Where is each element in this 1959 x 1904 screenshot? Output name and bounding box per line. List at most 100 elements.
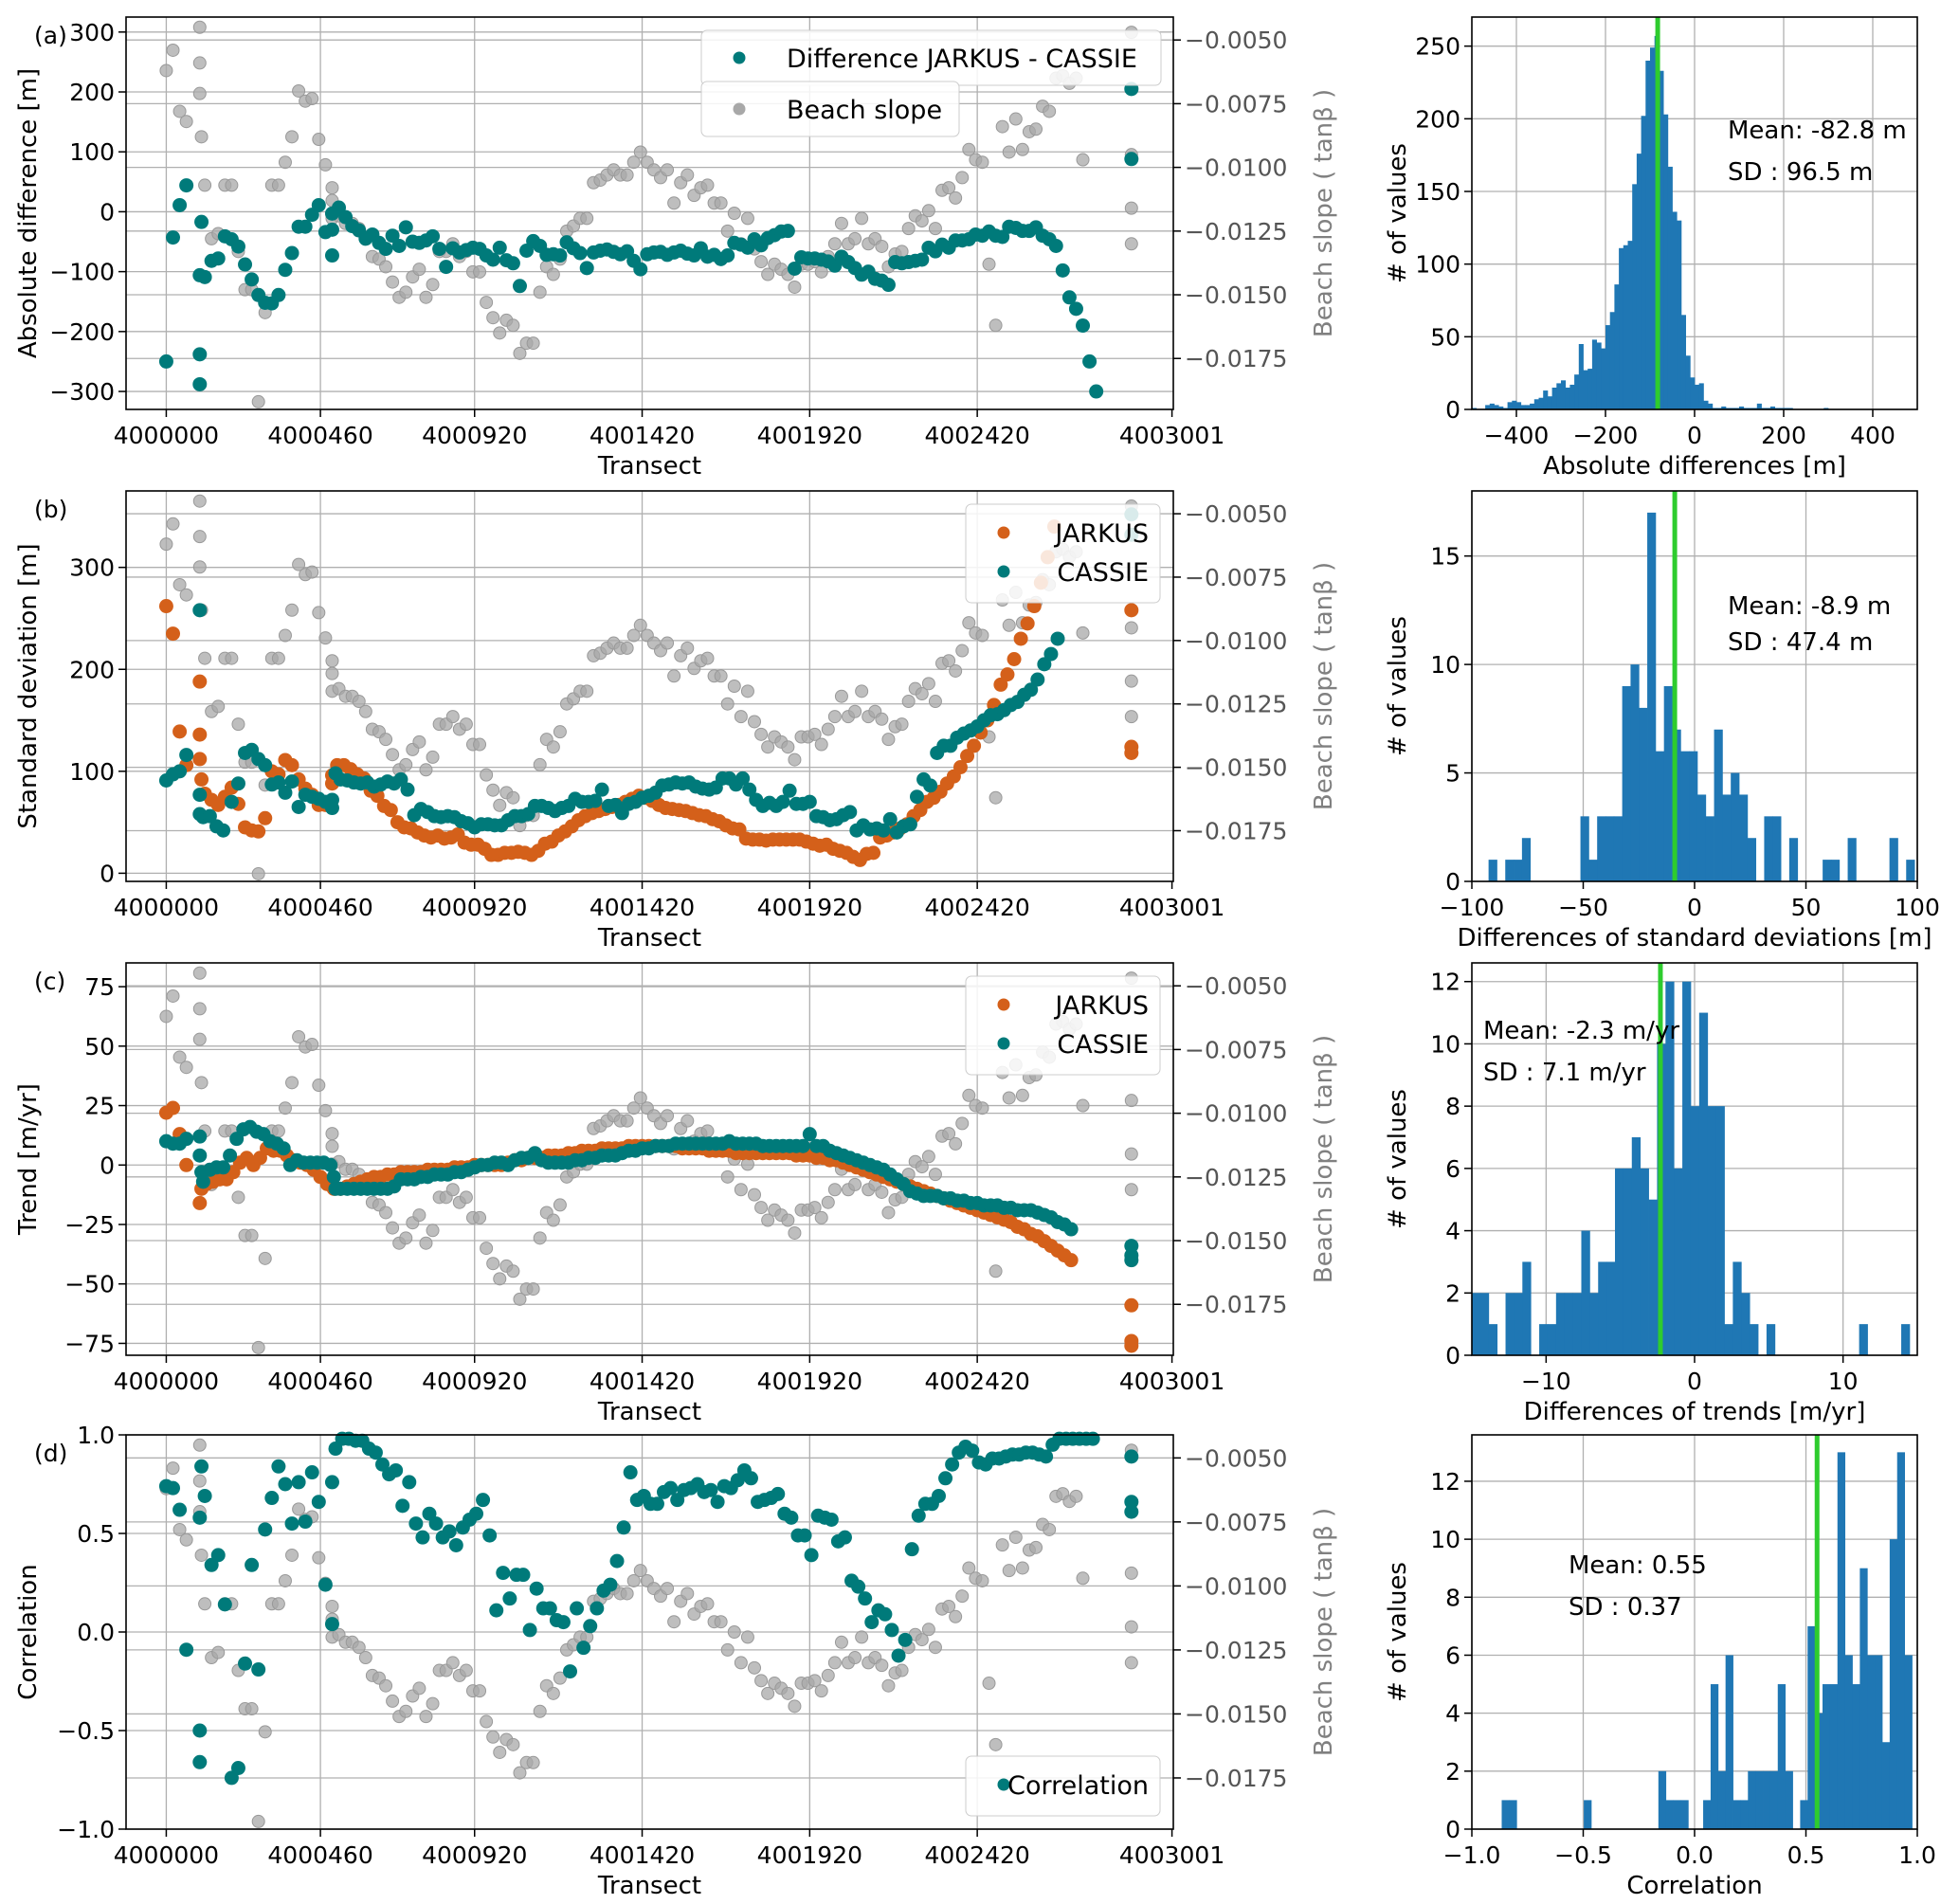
data-point [909, 789, 924, 805]
data-point [395, 1498, 410, 1514]
y-tick-label: −50 [64, 1271, 115, 1298]
histogram-bar [1755, 1770, 1764, 1829]
beach-slope-point [942, 654, 956, 668]
beach-slope-point [667, 1615, 681, 1629]
x-tick-label: 4000920 [422, 422, 527, 449]
beach-slope-point [179, 588, 193, 602]
histogram-panel-hist_c: −10 0 10 0 2 4 6 8 10 12 Differences of trends [m/… [1384, 962, 1918, 1426]
beach-slope-point [159, 63, 173, 78]
beach-slope-point [720, 1642, 735, 1657]
beach-slope-point [251, 394, 265, 408]
y-tick-label: 100 [1415, 251, 1460, 279]
beach-slope-point [473, 1210, 487, 1224]
data-point [304, 1465, 319, 1480]
histogram-bar [1561, 380, 1567, 409]
x-tick-label: 1.0 [1898, 1841, 1936, 1869]
y-tick-label: 0 [100, 1151, 115, 1179]
histogram-bar [1673, 1800, 1681, 1829]
beach-slope-point [1124, 1094, 1138, 1108]
data-point [216, 1160, 231, 1175]
beach-slope-point [754, 727, 769, 741]
beach-slope-point [386, 275, 400, 289]
beach-slope-point [714, 669, 728, 683]
y-tick-label: 5 [1445, 760, 1460, 788]
beach-slope-point [211, 1645, 226, 1659]
x-tick-label: 4001920 [757, 422, 862, 449]
y-tick-label: 100 [69, 138, 115, 166]
y-tick-label: 0.0 [77, 1619, 115, 1646]
data-point [522, 1623, 537, 1638]
beach-slope-point [1015, 1088, 1029, 1102]
histogram-bar [1689, 751, 1698, 881]
beach-slope-point [700, 1597, 715, 1611]
beach-slope-point [473, 264, 487, 279]
beach-slope-point [480, 1714, 494, 1729]
beach-slope-point [271, 651, 285, 665]
beach-slope-point [166, 1461, 180, 1476]
data-point [230, 1761, 245, 1776]
histogram-bar [1707, 1106, 1717, 1355]
panel-label: (b) [34, 496, 67, 523]
beach-slope-point [1002, 1564, 1016, 1578]
data-point [1039, 1449, 1054, 1464]
beach-slope-point [486, 1730, 500, 1744]
beach-slope-point [848, 704, 862, 718]
data-point [258, 1522, 273, 1537]
beach-slope-point [915, 1160, 929, 1174]
beach-slope-point [814, 1684, 828, 1698]
histogram-bar [1823, 860, 1832, 881]
data-point [284, 774, 299, 789]
data-point [324, 248, 339, 263]
mean-annotation: Mean: 0.55 [1569, 1551, 1707, 1580]
beach-slope-point [680, 641, 695, 655]
beach-slope-point [325, 181, 339, 195]
beach-slope-point [245, 1702, 259, 1716]
beach-slope-point [1124, 1620, 1138, 1634]
histogram-bar [1714, 729, 1723, 881]
legend-box [700, 81, 960, 137]
beach-slope-point [493, 1272, 507, 1286]
beach-slope-point [553, 725, 567, 739]
data-point [197, 269, 212, 284]
data-point [492, 240, 507, 255]
beach-slope-point [975, 628, 989, 643]
y2-tick-label: −0.0100 [1185, 1572, 1287, 1600]
y-tick-label: 200 [69, 656, 115, 683]
x-axis-label: Transect [597, 1872, 701, 1900]
legend-marker [997, 1037, 1010, 1050]
beach-slope-point [172, 1050, 187, 1064]
beach-slope-point [928, 695, 942, 709]
beach-slope-point [159, 537, 173, 552]
beach-slope-point [982, 1677, 996, 1691]
beach-slope-point [633, 145, 647, 159]
legend-box [965, 975, 1161, 1076]
data-point [787, 261, 802, 276]
data-point [192, 752, 208, 767]
beach-slope-point [807, 727, 822, 741]
data-point [775, 794, 790, 809]
data-point [1020, 616, 1035, 631]
beach-slope-point [379, 260, 393, 274]
x-tick-label: 4000000 [114, 1368, 219, 1395]
data-point [1037, 657, 1052, 672]
y2-tick-label: −0.0075 [1185, 1036, 1287, 1063]
beach-slope-point [761, 1213, 775, 1227]
data-point [258, 810, 273, 825]
beach-slope-point [989, 1264, 1003, 1278]
x-tick-label: −10 [1521, 1368, 1571, 1395]
beach-slope-point [192, 1474, 207, 1488]
data-point [323, 1157, 338, 1172]
beach-slope-point [761, 740, 775, 754]
data-point [426, 228, 441, 244]
data-point [1076, 318, 1091, 334]
histogram-bar [1750, 1324, 1759, 1355]
histogram-bar [1756, 403, 1762, 409]
data-point [192, 1723, 208, 1738]
histogram-bar [1520, 405, 1526, 409]
data-point [512, 279, 527, 294]
data-point [192, 603, 208, 618]
y-tick-label: −25 [64, 1211, 115, 1239]
beach-slope-point [526, 1282, 540, 1297]
beach-slope-point [633, 1091, 647, 1105]
histogram-bar [1715, 1106, 1725, 1355]
